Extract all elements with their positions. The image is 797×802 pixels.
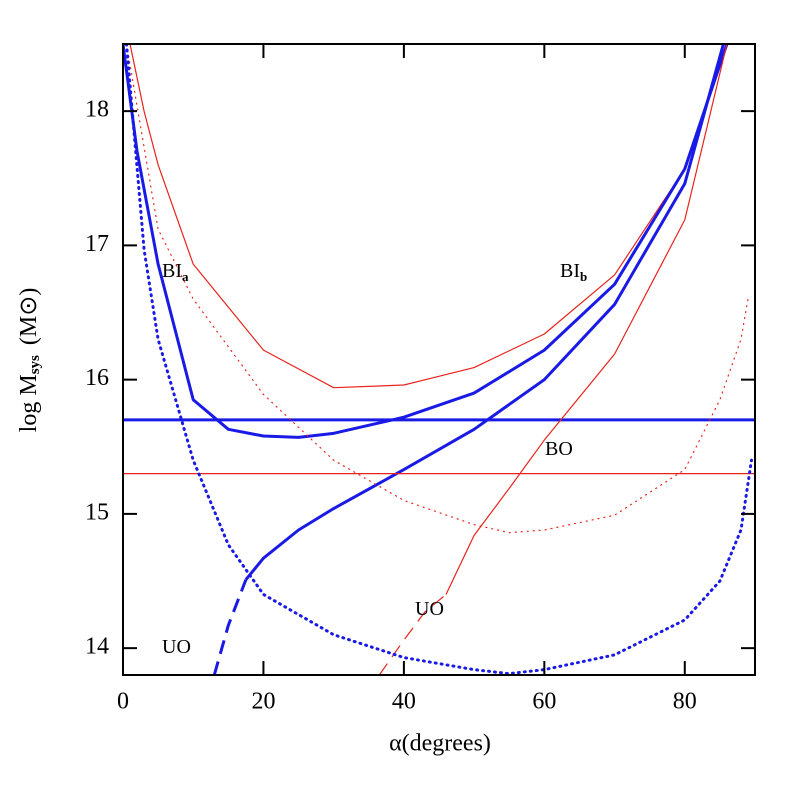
annotation: UO [415,598,444,620]
curve [125,44,753,675]
annotation: BIa [162,260,189,284]
annotation-sub: b [580,269,587,284]
curve [445,44,728,595]
annotation-text: UO [162,636,191,658]
y-tick-label: 18 [85,97,109,123]
x-axis-label: α(degrees) [389,731,491,757]
annotation: UO [162,636,191,658]
annotation-text: BO [545,438,573,460]
curve [378,593,447,675]
x-tick-label: 20 [251,689,275,715]
x-tick-label: 80 [673,689,697,715]
annotation-text: BI [560,260,580,282]
curve [244,44,725,581]
annotation-text: BI [162,260,182,282]
annotation-sub: a [182,269,189,284]
curve [129,44,728,389]
plot-area [123,44,755,675]
x-tick-label: 40 [392,689,416,715]
y-tick-label: 16 [85,365,109,391]
y-axis-label: log Msys (M⊙) [16,288,44,433]
curve [123,44,729,439]
y-tick-label: 14 [85,634,109,660]
curve [125,44,749,534]
annotation: BO [545,438,573,460]
curve [212,579,248,675]
x-tick-label: 60 [532,689,556,715]
y-label-main: log M [16,374,42,432]
plot-frame [122,43,756,676]
y-tick-label: 15 [85,499,109,525]
y-tick-label: 17 [85,231,109,257]
x-tick-label: 0 [117,689,129,715]
annotation: BIb [560,260,587,284]
y-label-unit: (M⊙) [16,288,42,345]
annotation-text: UO [415,598,444,620]
y-label-sub: sys [27,355,43,374]
